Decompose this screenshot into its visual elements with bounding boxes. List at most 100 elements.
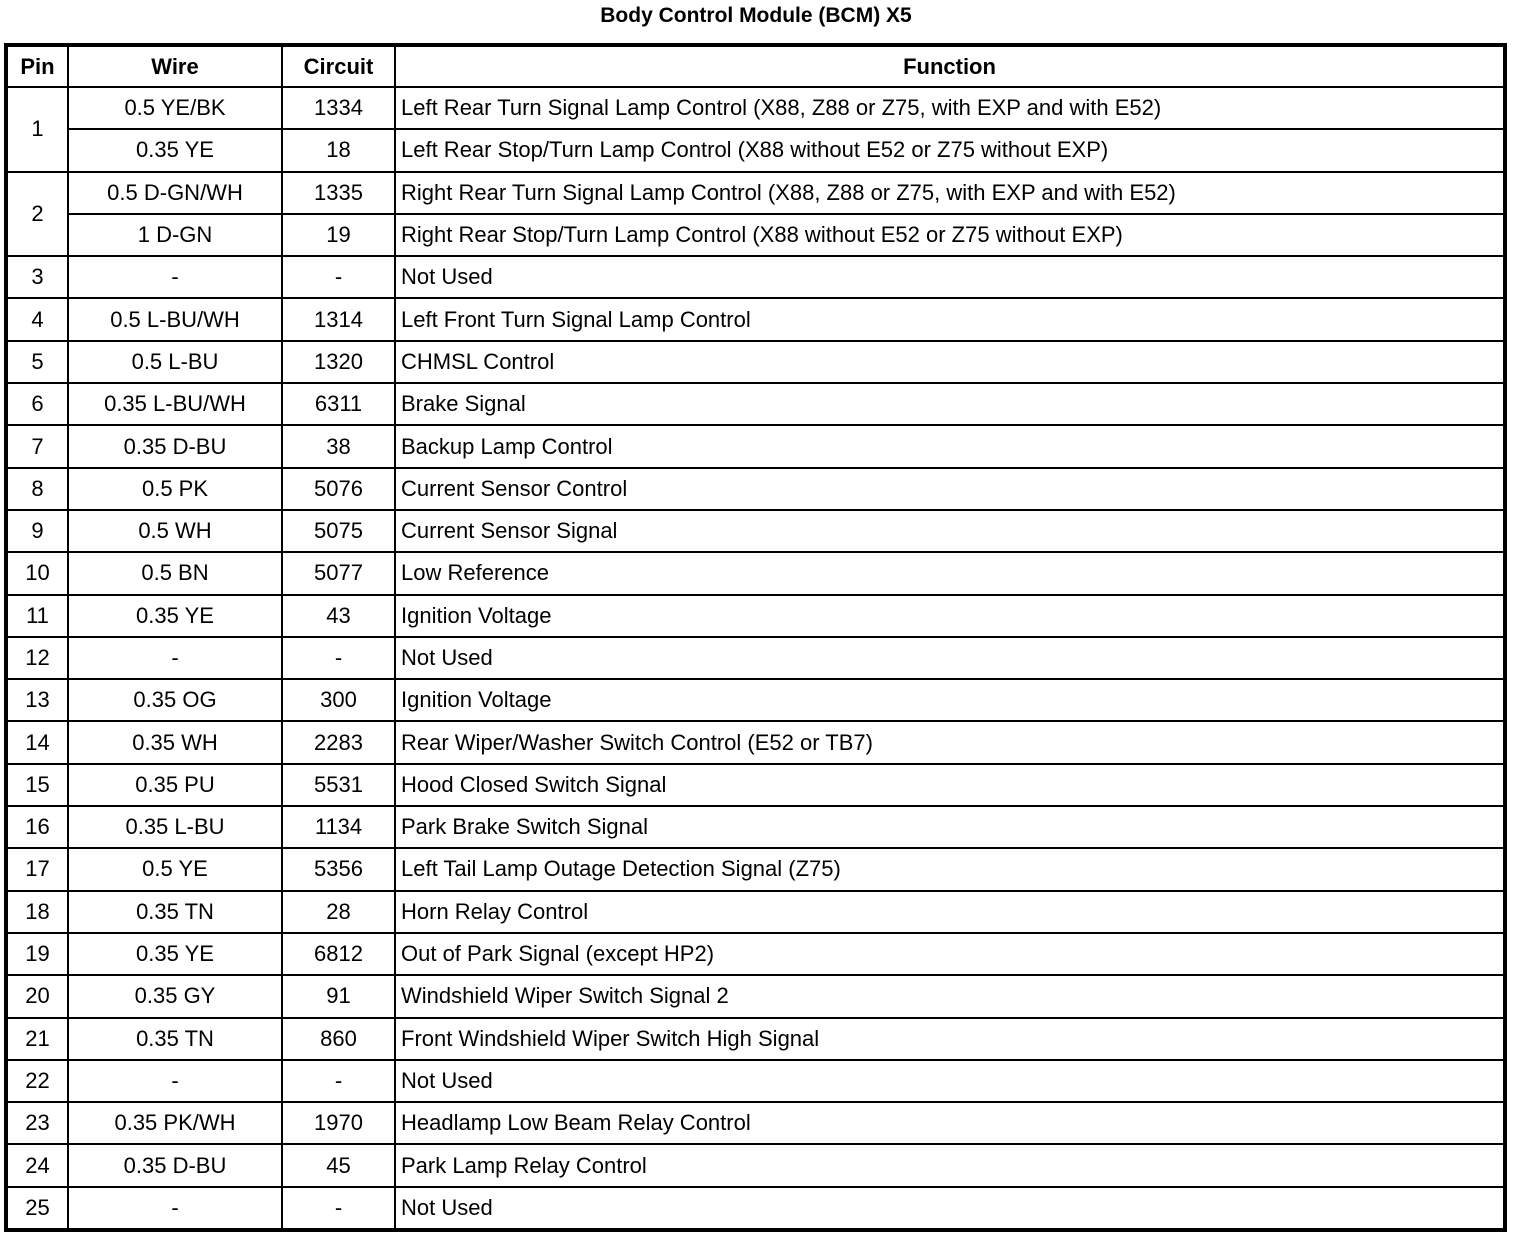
wire-cell: 0.35 YE	[67, 931, 283, 977]
wire-cell: 0.35 YE	[67, 128, 283, 173]
pin-cell: 9	[5, 508, 69, 554]
function-cell: Low Reference	[394, 551, 1506, 596]
table-row: 15 0.35 PU 5531 Hood Closed Switch Signal	[5, 762, 1506, 808]
function-cell: Not Used	[394, 635, 1506, 681]
wire-cell: 0.5 WH	[67, 508, 283, 554]
function-cell: Out of Park Signal (except HP2)	[394, 931, 1506, 977]
circuit-cell: 1320	[281, 339, 396, 385]
function-cell: Left Tail Lamp Outage Detection Signal (…	[394, 847, 1506, 892]
wire-cell: 0.5 L-BU/WH	[67, 297, 283, 342]
wire-cell: 0.35 OG	[67, 678, 283, 723]
table-row: 3- - Not Used	[5, 255, 1506, 300]
header-wire: Wire	[67, 44, 283, 88]
function-cell: Left Front Turn Signal Lamp Control	[394, 297, 1506, 342]
circuit-cell: 6311	[281, 382, 396, 427]
circuit-cell: -	[281, 1058, 396, 1104]
circuit-cell: 43	[281, 593, 396, 638]
pin-cell: 8	[5, 466, 69, 511]
circuit-cell: 45	[281, 1143, 396, 1188]
wire-cell: 0.35 L-BU/WH	[67, 382, 283, 427]
table-row: 14 0.35 WH 2283 Rear Wiper/Washer Switch Co…	[5, 720, 1506, 765]
table-row: 5 0.5 L-BU 1320 CHMSL Control	[5, 339, 1506, 385]
table-row: 17 0.5 YE 5356 Left Tail Lamp Outage Detect…	[5, 847, 1506, 892]
wire-cell: -	[67, 635, 283, 681]
header-function: Function	[394, 44, 1506, 88]
pin-cell: 24	[5, 1143, 69, 1188]
wire-cell: 0.35 GY	[67, 974, 283, 1019]
circuit-cell: 6812	[281, 931, 396, 977]
pin-cell: 3	[5, 255, 69, 300]
pin-cell: 16	[5, 805, 69, 850]
circuit-cell: 18	[281, 128, 396, 173]
function-cell: Horn Relay Control	[394, 889, 1506, 934]
function-cell: Current Sensor Signal	[394, 508, 1506, 554]
function-cell: Left Rear Turn Signal Lamp Control (X88,…	[394, 85, 1506, 131]
circuit-cell: 2283	[281, 720, 396, 765]
circuit-cell: -	[281, 635, 396, 681]
circuit-cell: 38	[281, 424, 396, 469]
function-cell: Right Rear Stop/Turn Lamp Control (X88 w…	[394, 212, 1506, 258]
table-row: 1 D-GN 19 Right Rear Stop/Turn Lamp Contro…	[6, 212, 1506, 258]
wire-cell: 0.5 YE/BK	[67, 85, 283, 131]
circuit-cell: 1335	[281, 170, 396, 215]
circuit-cell: 5077	[281, 551, 396, 596]
table-row: 19 0.35 YE 6812 Out of Park Signal (except …	[5, 931, 1506, 977]
table-body: 1 0.5 YE/BK 1334 Left Rear Turn Signal Lamp…	[5, 85, 1506, 1232]
function-cell: CHMSL Control	[394, 339, 1506, 385]
circuit-cell: -	[281, 255, 396, 300]
wire-cell: 0.35 L-BU	[67, 805, 283, 850]
circuit-cell: 1970	[281, 1101, 396, 1146]
pin-cell: 11	[5, 593, 69, 638]
table-row: 23 0.35 PK/WH 1970 Headlamp Low Beam Relay …	[5, 1101, 1506, 1146]
wire-cell: 0.5 BN	[67, 551, 283, 596]
function-cell: Ignition Voltage	[394, 593, 1506, 638]
pin-cell: 12	[5, 635, 69, 681]
table-row: 11 0.35 YE 43 Ignition Voltage	[5, 593, 1506, 638]
table-row: 8 0.5 PK 5076 Current Sensor Control	[5, 466, 1506, 511]
header-row: Pin Wire Circuit Function	[5, 44, 1506, 88]
header-circuit: Circuit	[281, 44, 396, 88]
wire-cell: 0.5 L-BU	[67, 339, 283, 385]
function-cell: Brake Signal	[394, 382, 1506, 427]
pin-cell: 2	[5, 170, 69, 258]
wire-cell: 0.5 D-GN/WH	[67, 170, 283, 215]
header-pin: Pin	[5, 44, 69, 88]
table-row: 16 0.35 L-BU 1134 Park Brake Switch Signal	[5, 805, 1506, 850]
pin-cell: 15	[5, 762, 69, 808]
function-cell: Left Rear Stop/Turn Lamp Control (X88 wi…	[394, 128, 1506, 173]
function-cell: Right Rear Turn Signal Lamp Control (X88…	[394, 170, 1506, 215]
wire-cell: -	[67, 1058, 283, 1104]
circuit-cell: 5075	[281, 508, 396, 554]
circuit-cell: 19	[281, 212, 396, 258]
wire-cell: 1 D-GN	[67, 212, 283, 258]
table-row: 1 0.5 YE/BK 1334 Left Rear Turn Signal Lamp…	[5, 85, 1506, 173]
wire-cell: 0.35 TN	[67, 889, 283, 934]
pin-cell: 23	[5, 1101, 69, 1146]
function-cell: Hood Closed Switch Signal	[394, 762, 1506, 808]
function-cell: Current Sensor Control	[394, 466, 1506, 511]
table-row: 2 0.5 D-GN/WH 1335 Right Rear Turn Signal L…	[5, 170, 1506, 258]
circuit-cell: 1314	[281, 297, 396, 342]
table-row: 20 0.35 GY 91 Windshield Wiper Switch Signa…	[5, 974, 1506, 1019]
wire-cell: 0.35 WH	[67, 720, 283, 765]
wire-cell: 0.35 PU	[67, 762, 283, 808]
circuit-cell: 860	[281, 1016, 396, 1061]
table-row: 18 0.35 TN 28 Horn Relay Control	[5, 889, 1506, 934]
function-cell: Backup Lamp Control	[394, 424, 1506, 469]
circuit-cell: -	[281, 1185, 396, 1232]
pin-cell: 20	[5, 974, 69, 1019]
function-cell: Ignition Voltage	[394, 678, 1506, 723]
pin-cell: 14	[5, 720, 69, 765]
document-title: Body Control Module (BCM) X5	[600, 4, 912, 27]
function-cell: Rear Wiper/Washer Switch Control (E52 or…	[394, 720, 1506, 765]
wire-cell: 0.35 D-BU	[67, 1143, 283, 1188]
circuit-cell: 5356	[281, 847, 396, 892]
table-row: 22- - Not Used	[5, 1058, 1506, 1104]
pin-cell: 17	[5, 847, 69, 892]
table-row: 10 0.5 BN 5077 Low Reference	[5, 551, 1506, 596]
table-row: 0.35 YE 18 Left Rear Stop/Turn Lamp Contro…	[6, 128, 1506, 173]
table-row: 12- - Not Used	[5, 635, 1506, 681]
table-row: 13 0.35 OG 300 Ignition Voltage	[5, 678, 1506, 723]
circuit-cell: 28	[281, 889, 396, 934]
function-cell: Not Used	[394, 1185, 1506, 1232]
